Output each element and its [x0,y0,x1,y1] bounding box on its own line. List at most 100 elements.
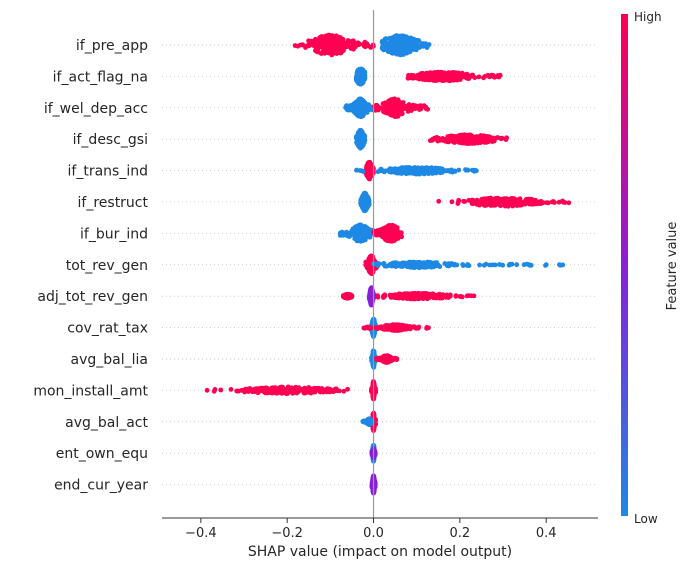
point [351,106,356,112]
point [435,165,441,171]
point [351,232,357,237]
point [356,73,361,79]
point [483,261,489,267]
point [463,167,469,173]
point [362,39,368,45]
point [430,291,436,297]
point [545,200,551,206]
point [395,103,401,109]
point [365,103,371,108]
cluster-if_pre_app-1 [379,33,432,58]
point [450,169,455,175]
point [367,325,373,330]
point [471,293,477,299]
point [495,135,501,140]
point [439,76,444,82]
point [503,137,509,143]
point [361,325,367,331]
point [395,41,401,47]
point [487,74,492,80]
point [537,201,543,207]
point [423,42,429,48]
point [456,167,462,173]
point [455,201,461,207]
point [400,326,406,331]
point [543,262,549,268]
point [337,231,343,237]
point [340,294,346,300]
point [416,171,422,177]
point [400,44,405,50]
point [430,171,435,176]
point [357,168,363,173]
point [426,76,432,82]
point [420,70,425,76]
point [374,228,380,234]
cluster-if_bur_ind-1 [371,222,404,244]
point [444,292,450,298]
point [414,261,419,266]
point [449,137,454,143]
point [524,261,530,267]
point [416,38,421,43]
point [330,50,335,55]
point [397,35,403,41]
point [562,200,568,205]
point [386,101,392,107]
point [309,39,315,44]
point [419,262,425,267]
point [514,262,520,268]
point [479,135,484,141]
point [372,104,377,109]
point [430,76,435,82]
point [314,45,320,51]
point [357,130,362,136]
point [427,260,433,265]
point [365,166,371,172]
point [353,100,358,106]
point [465,263,470,268]
point [413,43,418,49]
point [366,174,372,180]
point [550,199,556,204]
point [416,45,422,50]
point [448,262,454,268]
point [490,262,495,268]
point [444,137,450,143]
point [482,74,488,79]
point [382,293,388,299]
point [356,42,362,48]
point [352,44,358,50]
point [356,67,362,73]
point [370,255,375,261]
point [420,294,426,300]
point [368,44,374,50]
point [380,229,386,235]
point [313,36,318,42]
point [460,263,466,268]
point [399,165,404,171]
cluster-if_restruct-0 [358,190,372,214]
point [429,138,435,143]
point [325,43,331,49]
point [403,171,409,177]
point [491,138,497,144]
point [411,295,416,300]
point [440,169,445,175]
point [471,168,477,173]
point [461,198,466,204]
point [408,260,414,265]
point [533,197,538,203]
point [387,326,392,331]
point [363,195,368,201]
point [401,103,406,109]
point [358,197,364,203]
point [388,169,394,175]
point [468,73,474,79]
point [418,75,424,80]
point [477,262,482,268]
point [384,238,390,244]
point [361,103,367,108]
point [407,264,413,270]
point [456,74,462,80]
